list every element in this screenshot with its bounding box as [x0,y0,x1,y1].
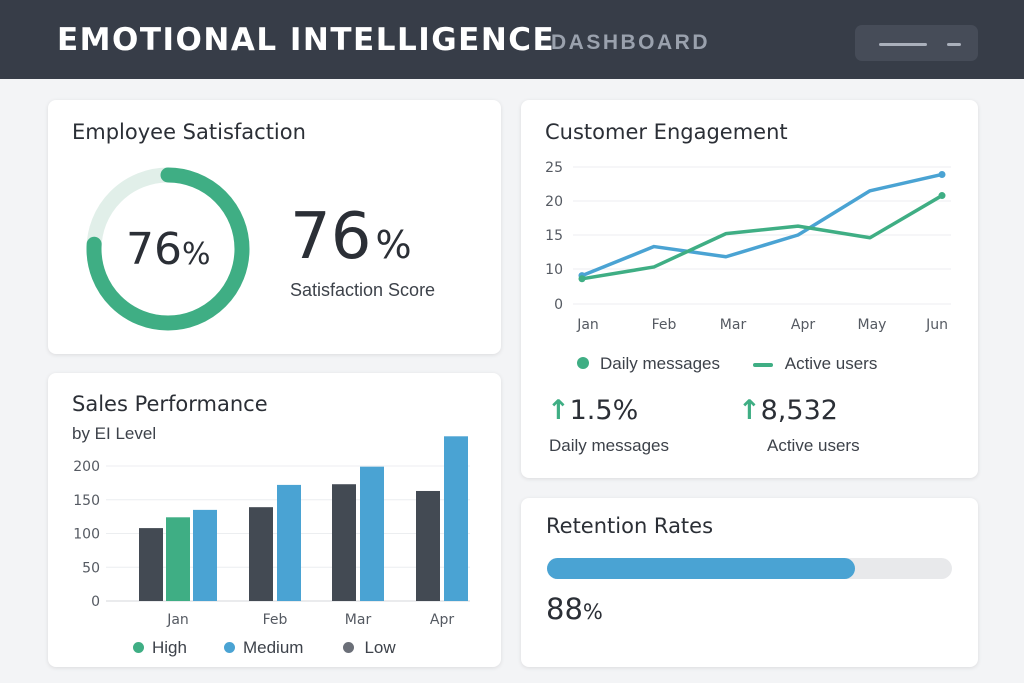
x-tick-label: Apr [791,317,815,333]
score-value: 76% [290,200,412,274]
menu-button[interactable] [855,25,978,61]
stat-label: Daily messages [549,436,669,455]
app-title: EMOTIONAL INTELLIGENCE [57,22,556,58]
data-point [938,192,946,200]
card-title: Retention Rates [546,514,714,538]
customer-engagement-card: Customer Engagement 0 10 15 20 25 Jan Feb Mar Ap… [521,100,978,478]
legend-item-high: High [133,638,187,658]
arrow-up-icon: ↑ [738,395,761,426]
legend-dot-icon [343,642,355,653]
y-tick-label: 150 [73,493,100,509]
retention-progress-bar [547,558,952,579]
stat-value: 1.5% [569,395,639,426]
bar-medium-apr [444,436,468,601]
card-title: Customer Engagement [545,120,788,144]
donut-value: 76% [126,224,211,275]
bar-high-jan [166,517,190,601]
legend-label: Medium [242,638,304,657]
bar-medium-jan [193,509,217,601]
y-tick-label: 0 [554,297,563,313]
legend-dot-icon [577,357,589,369]
x-tick-label: Jan [576,317,599,333]
y-tick-label: 0 [91,594,100,610]
line-series-1 [580,193,944,281]
app-subtitle: DASHBOARD [551,31,710,54]
x-tick-label: Mar [720,317,747,333]
retention-progress-fill [547,558,855,579]
donut-fill [86,167,250,331]
engagement-line-chart: 0 10 15 20 25 Jan Feb Mar Apr May Jun [545,160,951,333]
employee-satisfaction-card: Employee Satisfaction 76% 76% Satisfacti… [48,100,501,354]
stat-value: 8,532 [760,395,838,426]
bar-low-mar [332,484,356,601]
x-tick-label: Jan [166,612,189,628]
arrow-up-icon: ↑ [547,395,570,426]
score-number: 76 [290,200,372,274]
line-legend: Daily messages Active users [577,354,877,374]
sales-bar-chart: 0 50 100 150 200 Jan Feb Mar Apr [73,436,470,628]
y-tick-label: 15 [545,228,563,244]
legend-dot-icon [133,642,144,653]
retention-number: 88 [546,592,583,626]
bar-low-feb [249,507,273,601]
bar-low-apr [416,490,440,601]
menu-lines-icon [879,43,927,46]
legend-item-daily-messages: Daily messages [577,354,720,373]
stat-label: Active users [767,436,860,455]
x-tick-label: May [858,317,887,333]
minimize-icon [947,43,961,46]
retention-unit: % [582,600,603,624]
y-tick-label: 200 [73,459,100,475]
y-tick-label: 50 [82,560,100,576]
donut-number: 76 [126,224,182,275]
bar-medium-mar [360,466,384,601]
legend-dot-icon [223,642,235,653]
legend-label: Low [364,638,396,657]
card-title: Sales Performance [72,392,268,416]
y-tick-label: 100 [73,527,100,543]
x-tick-label: Jun [925,317,948,333]
y-tick-label: 20 [545,194,563,210]
legend-item-medium: Medium [223,638,304,658]
x-tick-label: Feb [263,612,288,628]
bar-low-jan [139,528,163,601]
legend-label: Daily messages [600,354,720,373]
card-title: Employee Satisfaction [72,120,306,144]
retention-value: 88% [546,592,603,626]
retention-card: Retention Rates 88% [521,498,978,667]
y-tick-label: 25 [545,160,563,176]
x-tick-label: Feb [652,317,677,333]
legend-item-active-users: Active users [752,354,878,373]
header-bar: EMOTIONAL INTELLIGENCE DASHBOARD [0,0,1024,79]
legend-label: Active users [784,354,878,373]
score-label: Satisfaction Score [290,280,436,300]
data-point [578,275,586,283]
x-tick-label: Apr [430,612,454,628]
satisfaction-donut [86,167,250,331]
legend-label: High [152,638,187,657]
bar-medium-feb [277,484,301,601]
donut-unit: % [182,237,211,272]
card-subtitle: by EI Level [72,424,157,443]
legend-line-icon [752,362,773,367]
x-tick-label: Mar [345,612,372,628]
legend-item-low: Low [343,638,396,658]
bar-legend: High Medium Low [133,638,396,658]
y-tick-label: 10 [545,262,563,278]
data-point [938,170,946,178]
line-series-0 [580,172,944,278]
score-unit: % [375,223,412,267]
sales-performance-card: Sales Performance by EI Level 0 50 100 150 2… [48,373,501,667]
